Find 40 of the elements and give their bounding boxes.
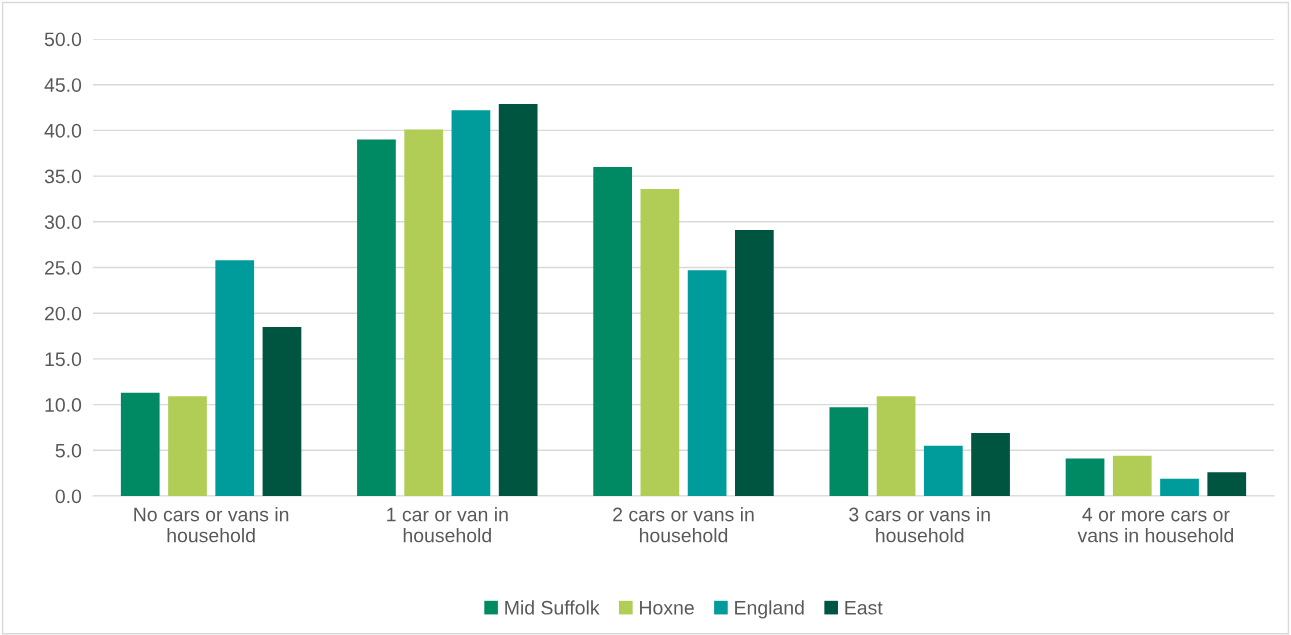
y-tick-label: 10.0 [45, 398, 82, 412]
legend-label: England [735, 600, 804, 619]
bar [971, 432, 1010, 496]
bar [120, 392, 160, 496]
bar [404, 129, 444, 496]
y-tick-label: 15.0 [45, 352, 82, 367]
y-tick-label: 50.0 [44, 32, 82, 47]
bar [687, 270, 727, 496]
y-tick-label: 35.0 [44, 169, 82, 184]
bar [640, 188, 680, 496]
y-tick-label: 0.0 [55, 489, 82, 504]
bar [357, 139, 396, 496]
bar [1160, 478, 1199, 496]
y-tick-label: 20.0 [45, 306, 82, 321]
legend-label: East [845, 601, 883, 615]
y-tick-label: 40.0 [44, 123, 82, 138]
y-tick-label: 45.0 [44, 78, 82, 92]
y-tick-label: 25.0 [45, 260, 82, 275]
bar [451, 110, 491, 496]
bar [593, 166, 633, 496]
bar [734, 230, 774, 496]
y-tick-label: 30.0 [44, 215, 82, 230]
x-tick-label: 3 cars or vans in household [849, 507, 990, 543]
bar [262, 326, 302, 496]
bar [215, 260, 255, 496]
legend-label: Mid Suffolk [505, 600, 600, 615]
x-tick-label: 2 cars or vans in household [613, 507, 754, 543]
y-tick-label: 5.0 [55, 443, 82, 458]
bar [1207, 472, 1247, 496]
bar [1112, 455, 1152, 496]
bar [498, 103, 538, 496]
x-tick-label: 4 or more cars or vans in household [1077, 507, 1234, 543]
legend-label: Hoxne [640, 601, 694, 615]
bar [829, 407, 869, 496]
bar [1065, 458, 1105, 496]
x-tick-label: 1 car or van in household [387, 507, 508, 543]
bar [923, 445, 963, 496]
x-tick-label: No cars or vans in household [134, 507, 289, 543]
bar [168, 396, 207, 496]
bar [876, 396, 916, 496]
